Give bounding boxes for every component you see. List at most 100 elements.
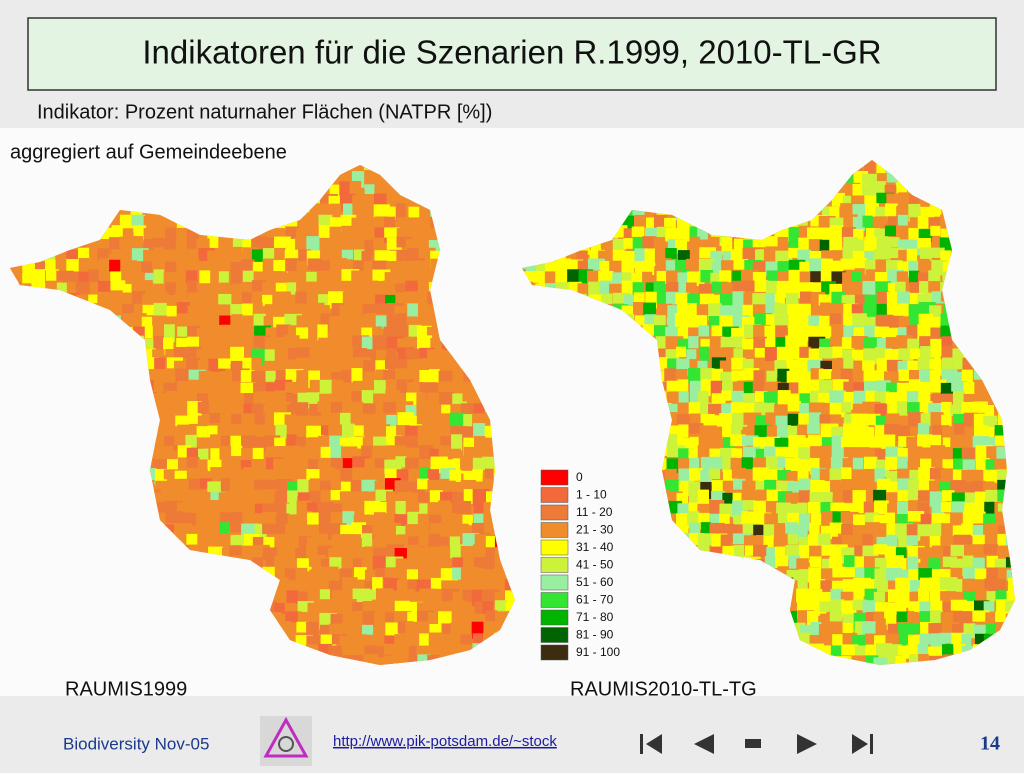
map-patch (644, 314, 657, 329)
map-patch (361, 533, 373, 551)
map-patch (372, 303, 389, 315)
map-patch (276, 304, 291, 316)
map-patch (929, 370, 941, 388)
map-patch (287, 514, 305, 526)
map-patch (733, 259, 749, 270)
map-patch (909, 591, 922, 608)
map-patch (973, 469, 985, 485)
map-patch (372, 335, 388, 352)
map-patch (908, 203, 921, 222)
map-patch (940, 325, 959, 338)
map-patch (295, 357, 311, 368)
map-patch (818, 533, 831, 546)
map-patch (1006, 569, 1015, 581)
map-patch (141, 316, 153, 328)
map-patch (884, 349, 899, 361)
map-patch (450, 580, 461, 594)
map-patch (218, 358, 231, 369)
map-patch (733, 348, 745, 367)
map-patch (482, 569, 499, 581)
map-patch (320, 359, 333, 373)
map-patch (407, 303, 418, 317)
map-patch (210, 434, 225, 446)
map-patch (230, 261, 244, 273)
map-patch (874, 568, 887, 583)
map-patch (709, 236, 720, 248)
map-patch (698, 435, 710, 449)
map-patch (919, 601, 931, 613)
map-patch (451, 434, 463, 451)
map-patch (364, 206, 376, 223)
map-patch (188, 379, 200, 398)
map-patch (588, 281, 603, 299)
map-patch (66, 249, 79, 262)
nav-last[interactable] (852, 734, 873, 754)
map-patch (386, 348, 397, 360)
map-patch (460, 500, 472, 518)
map-patch (275, 424, 289, 439)
map-patch (678, 338, 689, 353)
map-patch (953, 423, 971, 435)
map-patch (141, 280, 153, 292)
map-patch (931, 425, 950, 436)
map-patch (385, 426, 403, 437)
map-patch (621, 258, 635, 274)
map-patch (931, 457, 948, 469)
map-patch (928, 403, 947, 414)
map-patch (1005, 557, 1015, 574)
map-patch (285, 533, 297, 547)
map-patch (331, 534, 345, 551)
legend-label: 61 - 70 (576, 593, 614, 607)
map-patch (350, 401, 364, 414)
nav-return[interactable] (745, 739, 761, 748)
map-patch (675, 346, 686, 358)
map-patch (656, 348, 668, 360)
map-patch (876, 338, 893, 350)
nav-next[interactable] (797, 734, 817, 754)
map-patch (711, 480, 725, 494)
map-patch (832, 250, 850, 263)
map-patch (908, 304, 920, 319)
map-patch (276, 524, 294, 536)
map-patch (721, 403, 740, 415)
map-patch (472, 633, 483, 644)
map-patch (439, 392, 455, 407)
map-patch (766, 370, 777, 383)
map-patch (898, 239, 914, 251)
map-patch (317, 324, 328, 341)
map-patch (645, 206, 658, 220)
map-patch (887, 633, 900, 650)
map-patch (395, 644, 408, 659)
nav-prev[interactable] (694, 734, 714, 754)
map-patch (634, 315, 646, 330)
map-patch (820, 302, 831, 320)
map-patch (419, 303, 430, 317)
nav-first[interactable] (640, 734, 662, 754)
map-patch (917, 216, 931, 229)
map-patch (450, 448, 462, 460)
map-patch (364, 349, 382, 361)
map-patch (438, 445, 450, 461)
map-patch (197, 294, 216, 306)
map-patch (394, 634, 406, 648)
map-patch (284, 414, 297, 427)
map-patch (264, 413, 277, 427)
map-patch (653, 325, 668, 339)
legend-label: 0 (576, 470, 583, 484)
map-patch (567, 259, 584, 270)
map-patch (752, 381, 764, 398)
map-patch (678, 225, 690, 242)
map-patch (788, 269, 803, 285)
map-patch (742, 338, 756, 352)
map-patch (364, 654, 378, 665)
map-patch (720, 534, 731, 550)
map-patch (296, 524, 308, 536)
map-patch (765, 412, 778, 424)
map-patch (341, 269, 360, 281)
map-patch (984, 501, 995, 519)
map-patch (917, 423, 930, 437)
map-patch (75, 281, 92, 295)
footer-link[interactable]: http://www.pik-potsdam.de/~stock (333, 733, 557, 750)
map-patch (374, 181, 388, 196)
map-patch (218, 492, 232, 505)
